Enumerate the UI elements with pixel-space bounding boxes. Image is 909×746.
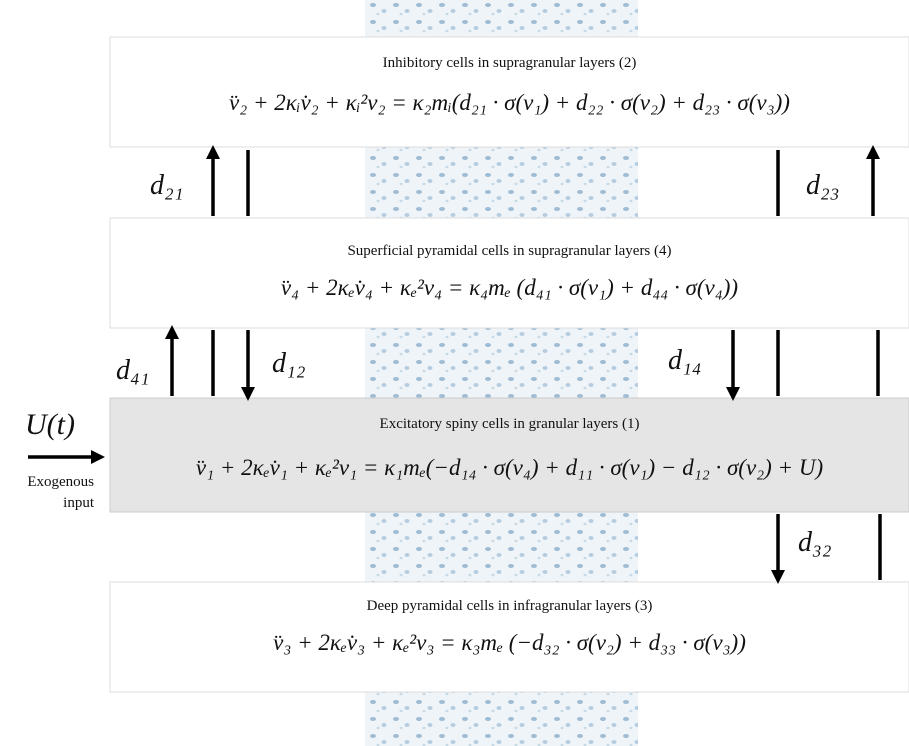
boxes [109, 36, 909, 693]
connection-label: d₂₁ [150, 170, 184, 201]
equation: v̈₁ + 2κₑv̇₁ + κₑ²v₁ = κ₁mₑ(−d₁₄ · σ(v₄)… [195, 455, 824, 480]
box-title: Excitatory spiny cells in granular layer… [379, 416, 640, 432]
connection-label: d₂₃ [806, 170, 840, 201]
box-spiny [109, 397, 909, 513]
connection-label: d₁₄ [668, 345, 702, 376]
arrows [28, 145, 882, 584]
box-title: Inhibitory cells in supragranular layers… [382, 55, 637, 71]
box-superficial [109, 217, 909, 329]
box-title: Deep pyramidal cells in infragranular la… [366, 598, 653, 614]
box-deep [109, 581, 909, 693]
equation: v̈₃ + 2κₑv̇₃ + κₑ²v₃ = κ₃mₑ (−d₃₂ · σ(v₂… [273, 630, 746, 655]
equation: v̈₂ + 2κᵢv̇₂ + κᵢ²v₂ = κ₂mᵢ(d₂₁ · σ(v₁) … [229, 90, 790, 115]
box-title: Superficial pyramidal cells in supragran… [347, 243, 672, 259]
connection-label: d₄₁ [116, 355, 150, 386]
equation: v̈₄ + 2κₑv̇₄ + κₑ²v₄ = κ₄mₑ (d₄₁ · σ(v₁)… [280, 275, 739, 300]
connection-label: d₃₂ [798, 527, 832, 558]
connection-label: d₁₂ [272, 348, 306, 379]
box-inhibitory [109, 36, 909, 148]
input-label: U(t) [25, 408, 75, 441]
input-caption: Exogenous input [27, 474, 94, 511]
